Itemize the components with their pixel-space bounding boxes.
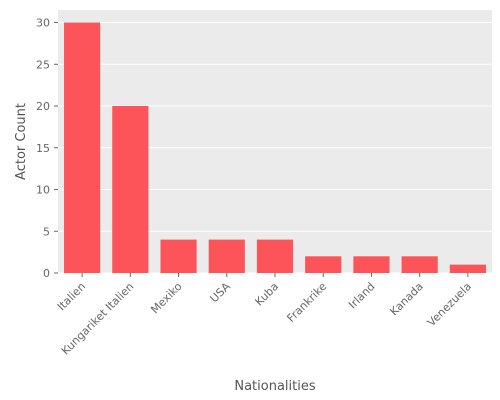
x-axis-title: Nationalities <box>234 379 315 394</box>
x-tick-label: Irland <box>346 280 377 311</box>
y-tick-label: 20 <box>36 100 50 113</box>
y-tick-label: 25 <box>36 58 50 71</box>
bar <box>160 239 197 273</box>
x-tick-label: Italien <box>55 280 88 313</box>
y-tick-label: 5 <box>43 225 50 238</box>
bar <box>64 22 101 274</box>
y-tick-label: 10 <box>36 184 50 197</box>
y-tick-label: 15 <box>36 142 50 155</box>
bar <box>401 256 438 273</box>
y-tick-label: 30 <box>36 17 50 30</box>
x-tick-label: USA <box>208 280 234 306</box>
bar <box>256 239 294 273</box>
x-tick-label: Kuba <box>253 280 282 309</box>
bar <box>449 264 486 273</box>
y-axis-ticks: 0 5 10 15 20 25 30 <box>36 17 58 280</box>
bar <box>353 256 390 273</box>
bar <box>112 106 149 274</box>
x-tick-label: Mexiko <box>148 280 184 316</box>
bar <box>305 256 342 273</box>
x-tick-label: Frankrike <box>284 280 329 325</box>
y-tick-label: 0 <box>43 267 50 280</box>
bars <box>64 22 486 274</box>
x-tick-label: Kanada <box>387 280 425 318</box>
y-axis-title: Actor Count <box>14 103 29 180</box>
bar <box>208 239 245 273</box>
x-tick-label: Venezuela <box>425 280 474 329</box>
